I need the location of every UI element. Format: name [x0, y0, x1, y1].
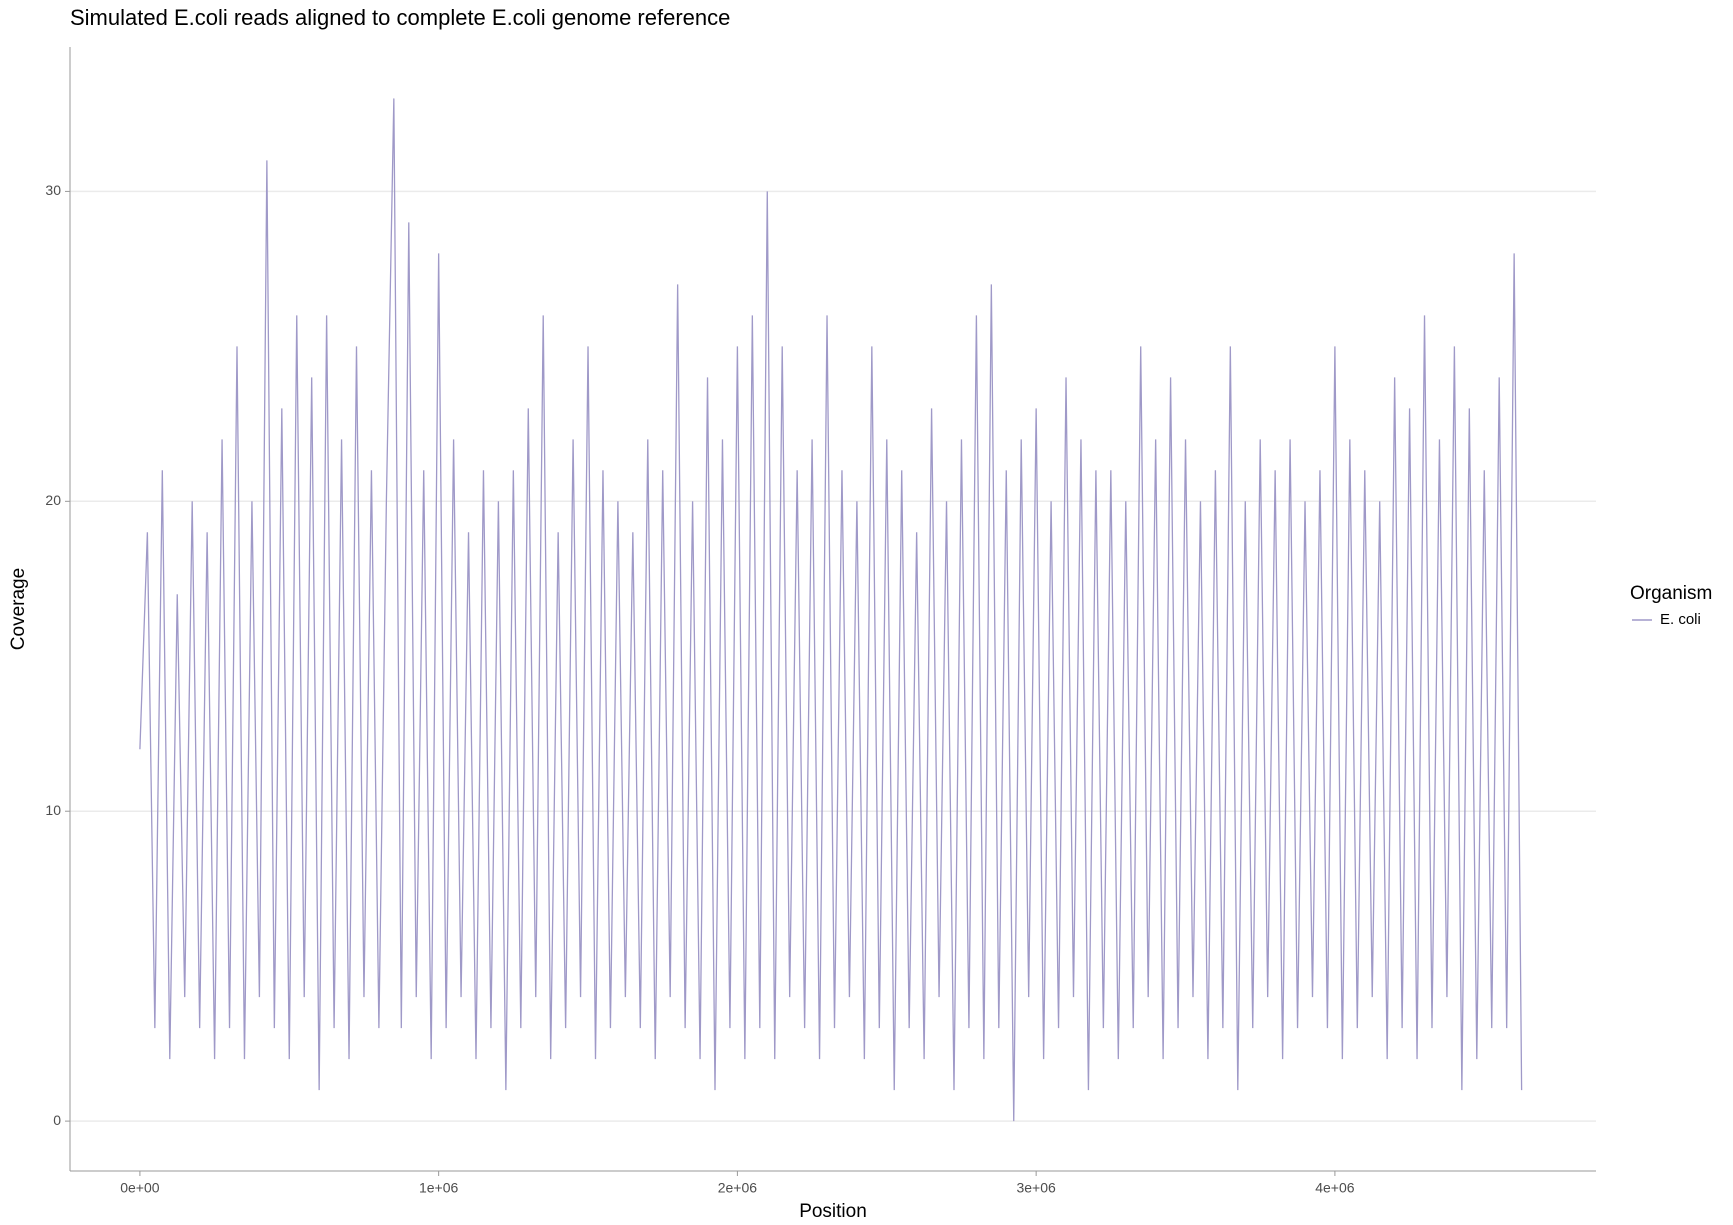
- y-axis-label: Coverage: [8, 568, 29, 650]
- legend-title: Organism: [1630, 583, 1712, 604]
- x-axis-label: Position: [799, 1201, 867, 1222]
- y-tick-label: 10: [45, 802, 61, 818]
- y-tick-label: 0: [53, 1112, 61, 1128]
- chart-title: Simulated E.coli reads aligned to comple…: [70, 5, 730, 30]
- coverage-line: [139, 98, 1523, 1122]
- x-tick-label: 1e+06: [419, 1180, 459, 1196]
- x-tick-label: 4e+06: [1315, 1180, 1355, 1196]
- x-tick-label: 0e+00: [120, 1180, 160, 1196]
- x-tick-label: 3e+06: [1016, 1180, 1056, 1196]
- legend-label: E. coli: [1660, 611, 1701, 628]
- y-tick-label: 20: [45, 492, 61, 508]
- y-tick-label: 30: [45, 182, 61, 198]
- x-tick-label: 2e+06: [718, 1180, 758, 1196]
